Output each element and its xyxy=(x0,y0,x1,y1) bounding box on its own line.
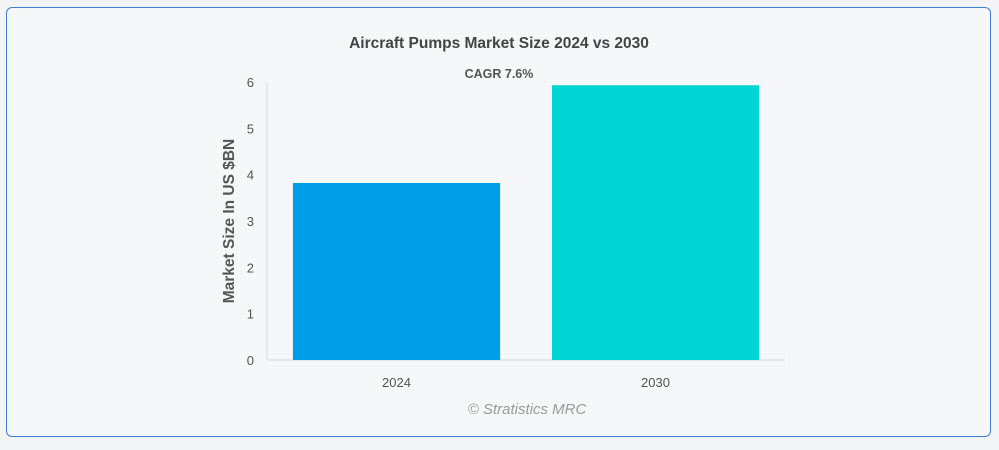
bar-2030 xyxy=(551,85,760,360)
credit-watermark: © Stratistics MRC xyxy=(468,401,587,418)
y-ticks: 0 1 2 3 4 5 6 xyxy=(247,75,254,368)
y-tick-label: 1 xyxy=(247,307,254,322)
y-tick-label: 4 xyxy=(247,168,254,183)
cagr-annotation: CAGR 7.6% xyxy=(465,67,534,81)
y-tick-label: 6 xyxy=(247,75,254,90)
bar-2024 xyxy=(292,183,501,360)
bars xyxy=(292,85,760,360)
y-tick-label: 0 xyxy=(247,353,254,368)
y-tick-label: 2 xyxy=(247,260,254,275)
chart-title: Aircraft Pumps Market Size 2024 vs 2030 xyxy=(349,35,649,52)
y-tick-label: 5 xyxy=(247,121,254,136)
y-axis-label: Market Size In US $BN xyxy=(221,139,238,304)
x-tick-label: 2024 xyxy=(382,375,411,390)
y-tick-label: 3 xyxy=(247,214,254,229)
x-tick-label: 2030 xyxy=(641,375,670,390)
x-ticks: 2024 2030 xyxy=(382,375,670,390)
